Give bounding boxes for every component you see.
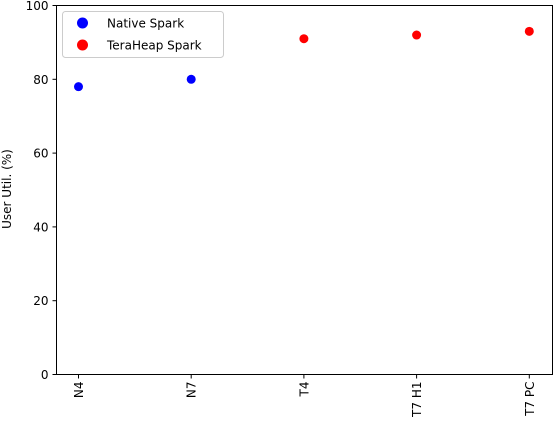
data-point bbox=[524, 26, 534, 36]
y-tick-label: 60 bbox=[33, 147, 48, 161]
x-tick-label: T4 bbox=[297, 382, 311, 398]
x-tick-label: T7 PC bbox=[523, 382, 537, 417]
y-tick-label: 40 bbox=[33, 220, 48, 234]
y-tick-label: 80 bbox=[33, 73, 48, 87]
legend-box bbox=[62, 11, 224, 58]
x-axis-ticks: N4 N7 T4 T7 H1 T7 PC bbox=[72, 374, 537, 418]
legend: Native Spark TeraHeap Spark bbox=[62, 11, 224, 58]
legend-marker bbox=[77, 39, 88, 51]
data-points bbox=[74, 26, 534, 92]
plot-frame bbox=[56, 5, 553, 375]
data-point bbox=[299, 34, 309, 44]
legend-label: Native Spark bbox=[107, 17, 184, 31]
data-point bbox=[412, 30, 422, 40]
x-tick-label: N4 bbox=[72, 382, 86, 399]
x-tick-label: N7 bbox=[185, 382, 199, 399]
data-point bbox=[74, 82, 83, 92]
data-point bbox=[186, 74, 196, 84]
x-tick-label: T7 H1 bbox=[410, 382, 424, 418]
y-axis-ticks: 0 20 40 60 80 100 bbox=[26, 0, 57, 382]
y-tick-label: 0 bbox=[41, 368, 49, 382]
y-tick-label: 100 bbox=[26, 0, 49, 13]
legend-label: TeraHeap Spark bbox=[106, 39, 202, 53]
y-tick-label: 20 bbox=[33, 294, 48, 308]
legend-marker bbox=[77, 17, 88, 29]
y-axis-label: User Util. (%) bbox=[0, 149, 14, 229]
